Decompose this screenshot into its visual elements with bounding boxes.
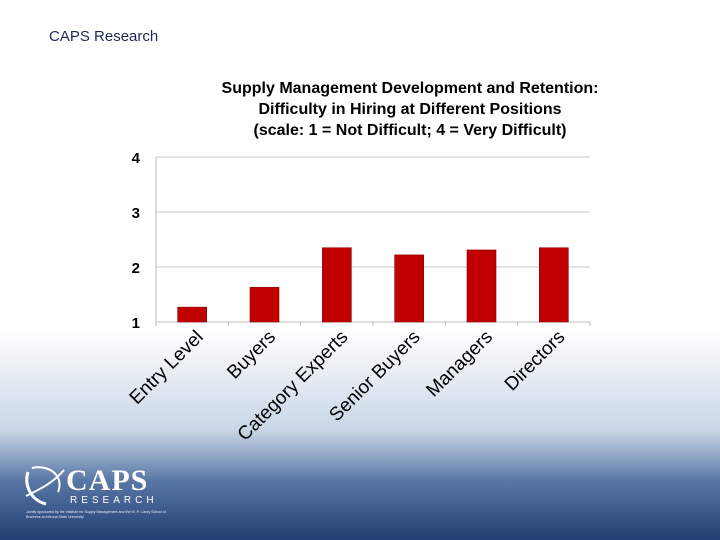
bar xyxy=(177,306,207,323)
chart-title-line-2: Difficulty in Hiring at Different Positi… xyxy=(258,101,562,118)
x-tick-label: Entry Level xyxy=(126,327,208,409)
logo-subtitle: RESEARCH xyxy=(70,495,158,506)
x-tick-label: Directors xyxy=(501,327,570,396)
x-tick-label: Buyers xyxy=(223,327,280,384)
y-tick-label: 3 xyxy=(132,205,140,222)
bar xyxy=(249,287,280,323)
logo-note: Jointly sponsored by the Institute for S… xyxy=(26,510,167,519)
chart-title-line-1: Supply Management Development and Retent… xyxy=(221,80,599,97)
globe-swoosh-icon xyxy=(25,466,65,506)
bar xyxy=(539,247,569,323)
bar xyxy=(322,247,352,323)
bar xyxy=(466,249,497,323)
bar xyxy=(394,254,424,323)
chart-title: Supply Management Development and Retent… xyxy=(190,78,630,141)
y-tick-label: 1 xyxy=(132,315,140,332)
y-tick-label: 4 xyxy=(132,150,141,167)
header-label: CAPS Research xyxy=(49,28,159,45)
y-tick-label: 2 xyxy=(132,260,140,277)
chart-title-line-3: (scale: 1 = Not Difficult; 4 = Very Diff… xyxy=(253,122,567,139)
caps-research-logo: CAPS RESEARCH Jointly sponsored by the I… xyxy=(22,462,172,524)
logo-name: CAPS xyxy=(66,464,149,497)
x-tick-label: Managers xyxy=(422,327,497,402)
